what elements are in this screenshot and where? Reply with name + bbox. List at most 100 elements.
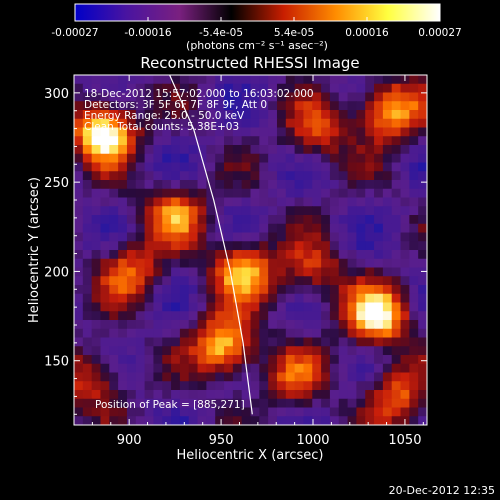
heatmap-cell [409, 188, 419, 199]
heatmap-cell [100, 180, 110, 190]
heatmap-cell [356, 285, 366, 295]
heatmap-cell [135, 337, 146, 347]
heatmap-cell [321, 320, 331, 330]
heatmap-cell [400, 162, 410, 172]
heatmap-cell [312, 285, 322, 295]
heatmap-cell [188, 206, 199, 216]
heatmap-cell [118, 381, 128, 391]
heatmap-cell [82, 136, 93, 146]
heatmap-cell [162, 381, 172, 391]
heatmap-cell [382, 407, 393, 417]
heatmap-cell [197, 118, 207, 129]
heatmap-cell [303, 258, 313, 269]
y-tick-label: 200 [44, 265, 69, 280]
heatmap-cell [382, 311, 393, 321]
heatmap-cell [338, 381, 349, 391]
heatmap-cell [338, 285, 349, 295]
heatmap-cell [197, 407, 207, 417]
heatmap-cell [171, 372, 181, 382]
heatmap-cell [162, 101, 172, 111]
heatmap-cell [109, 285, 119, 295]
heatmap-cell [321, 311, 331, 321]
heatmap-cell [409, 118, 419, 129]
heatmap-cell [409, 110, 419, 120]
heatmap-cell [126, 363, 137, 374]
heatmap-cell [171, 416, 181, 425]
heatmap-cell [126, 232, 137, 242]
heatmap-cell [215, 145, 225, 155]
heatmap-cell [82, 390, 93, 400]
heatmap-cell [356, 241, 366, 251]
heatmap-cell [321, 390, 331, 400]
heatmap-cell [294, 215, 305, 225]
heatmap-cell [356, 258, 366, 269]
info-block: 18-Dec-2012 15:57:02.000 to 16:03:02.000… [84, 88, 314, 133]
heatmap-cell [241, 276, 252, 286]
heatmap-cell [418, 110, 427, 120]
heatmap-cell [338, 267, 349, 277]
heatmap-cell [126, 153, 137, 164]
colorbar-tick-label: 5.4e-05 [274, 27, 314, 39]
heatmap-cell [241, 390, 252, 400]
x-axis-label: Heliocentric X (arcsec) [177, 448, 324, 463]
heatmap-cell [338, 241, 349, 251]
heatmap-cell [329, 188, 340, 199]
heatmap-cell [188, 285, 199, 295]
heatmap-cell [153, 232, 163, 242]
heatmap-cell [259, 206, 269, 216]
heatmap-cell [400, 311, 410, 321]
heatmap-cell [329, 276, 340, 286]
heatmap-cell [347, 162, 357, 172]
heatmap-cell [162, 118, 172, 129]
heatmap-cell [329, 258, 340, 269]
heatmap-cell [418, 320, 427, 330]
heatmap-cell [118, 285, 128, 295]
heatmap-cell [232, 407, 243, 417]
heatmap-cell [206, 293, 216, 304]
heatmap-cell [118, 398, 128, 409]
heatmap-cell [268, 363, 278, 374]
heatmap-cell [294, 153, 305, 164]
heatmap-cell [171, 398, 181, 409]
heatmap-cell [162, 311, 172, 321]
heatmap-cell [82, 223, 93, 234]
heatmap-cell [171, 407, 181, 417]
heatmap-cell [135, 258, 146, 269]
heatmap-cell [409, 250, 419, 260]
heatmap-cell [179, 75, 190, 85]
colorbar-tick-label: -0.00016 [124, 27, 172, 39]
heatmap-cell [135, 407, 146, 417]
heatmap-cell [241, 355, 252, 365]
heatmap-cell [312, 258, 322, 269]
heatmap-cell [285, 258, 296, 269]
heatmap-cell [197, 180, 207, 190]
heatmap-cell [374, 407, 384, 417]
heatmap-cell [232, 75, 243, 85]
heatmap-cell [162, 398, 172, 409]
heatmap-cell [171, 171, 181, 181]
heatmap-cell [206, 162, 216, 172]
heatmap-cell [135, 136, 146, 146]
heatmap-cell [268, 145, 278, 155]
heatmap-cell [285, 127, 296, 137]
heatmap-cell [82, 92, 93, 102]
x-tick-label: 950 [209, 433, 234, 448]
heatmap-cell [268, 75, 278, 85]
heatmap-cell [400, 407, 410, 417]
heatmap-cell [82, 346, 93, 356]
heatmap-cell [171, 276, 181, 286]
heatmap-cell [188, 136, 199, 146]
colorbar-gradient [74, 3, 441, 22]
heatmap-cell [153, 75, 163, 85]
heatmap-cell [171, 206, 181, 216]
heatmap-cell [224, 223, 234, 234]
heatmap-cell [374, 390, 384, 400]
heatmap-cell [268, 110, 278, 120]
heatmap-cell [215, 363, 225, 374]
heatmap-cell [303, 136, 313, 146]
heatmap-cell [82, 267, 93, 277]
heatmap-cell [365, 101, 375, 111]
heatmap-cell [259, 171, 269, 181]
heatmap-cell [391, 267, 402, 277]
heatmap-cell [268, 180, 278, 190]
